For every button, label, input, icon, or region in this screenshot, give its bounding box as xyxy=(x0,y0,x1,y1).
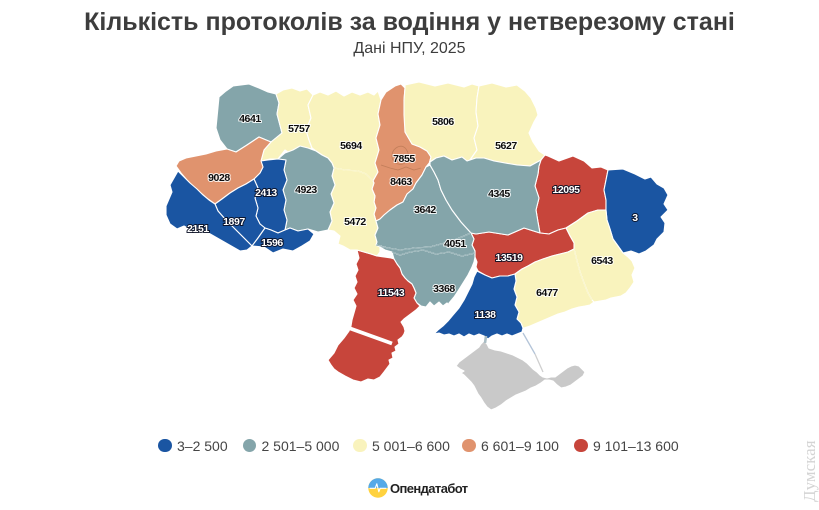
svg-text:5472: 5472 xyxy=(344,216,366,228)
svg-text:1138: 1138 xyxy=(474,309,496,321)
svg-text:4923: 4923 xyxy=(295,184,317,196)
svg-text:9028: 9028 xyxy=(208,172,230,184)
svg-text:4641: 4641 xyxy=(239,113,261,125)
svg-text:2151: 2151 xyxy=(187,223,209,235)
svg-text:5806: 5806 xyxy=(432,116,454,128)
svg-text:3368: 3368 xyxy=(433,283,455,295)
svg-text:12095: 12095 xyxy=(552,184,580,196)
svg-text:3642: 3642 xyxy=(414,204,436,216)
svg-text:11543: 11543 xyxy=(378,287,405,299)
svg-text:13519: 13519 xyxy=(495,252,523,264)
svg-text:2413: 2413 xyxy=(255,187,277,199)
svg-text:1897: 1897 xyxy=(223,216,245,228)
svg-text:3: 3 xyxy=(632,212,638,224)
svg-text:5757: 5757 xyxy=(288,123,310,135)
svg-text:5694: 5694 xyxy=(340,140,362,152)
svg-text:4051: 4051 xyxy=(444,238,466,250)
svg-text:6543: 6543 xyxy=(591,255,613,267)
svg-text:7855: 7855 xyxy=(393,153,415,165)
svg-text:1596: 1596 xyxy=(261,237,283,249)
svg-text:8463: 8463 xyxy=(390,176,412,188)
svg-text:4345: 4345 xyxy=(488,188,510,200)
svg-text:6477: 6477 xyxy=(536,287,558,299)
svg-text:5627: 5627 xyxy=(495,140,517,152)
